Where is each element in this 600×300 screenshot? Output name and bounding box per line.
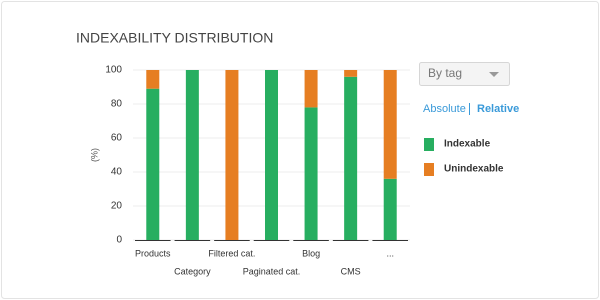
dropdown-arrow [489, 72, 499, 77]
dropdown-box[interactable] [419, 62, 510, 86]
legend-swatch [424, 138, 434, 151]
bar-segment [383, 70, 397, 179]
x-tick-label: Category [174, 266, 211, 276]
bar-segment [146, 88, 160, 240]
y-tick-label: 40 [111, 167, 123, 178]
dropdown[interactable]: By tag [419, 62, 510, 86]
y-tick-label: 80 [111, 99, 123, 110]
y-tick-label: 100 [105, 65, 122, 76]
x-tick-label: Products [135, 248, 171, 258]
legend-label: Indexable [444, 139, 491, 150]
mode-absolute[interactable]: Absolute [423, 103, 466, 115]
bar-segment [344, 76, 358, 240]
bar-segment [265, 70, 278, 240]
bar-segment [344, 70, 358, 77]
legend-swatch [424, 163, 434, 176]
y-tick-label: 60 [111, 133, 123, 144]
x-tick-label: Blog [302, 248, 320, 258]
chart-title: INDEXABILITY DISTRIBUTION [76, 30, 273, 46]
y-tick-label: 0 [116, 235, 122, 246]
bar-segment [225, 70, 239, 240]
x-tick-label: Filtered cat. [208, 248, 255, 258]
legend-label: Unindexable [444, 164, 504, 175]
y-tick-label: 20 [111, 201, 123, 212]
x-tick-label: CMS [341, 266, 361, 276]
bar-segment [146, 70, 160, 89]
mode-relative[interactable]: Relative [477, 103, 519, 115]
bar-segment [383, 178, 397, 240]
x-tick-label: Paginated cat. [243, 266, 301, 276]
bar-segment [304, 107, 318, 241]
bar-segment [304, 70, 318, 108]
bar-segment [185, 70, 199, 240]
y-axis-label: (%) [89, 148, 99, 162]
x-tick-label: ... [386, 248, 394, 258]
dropdown-label[interactable]: By tag [428, 66, 462, 80]
